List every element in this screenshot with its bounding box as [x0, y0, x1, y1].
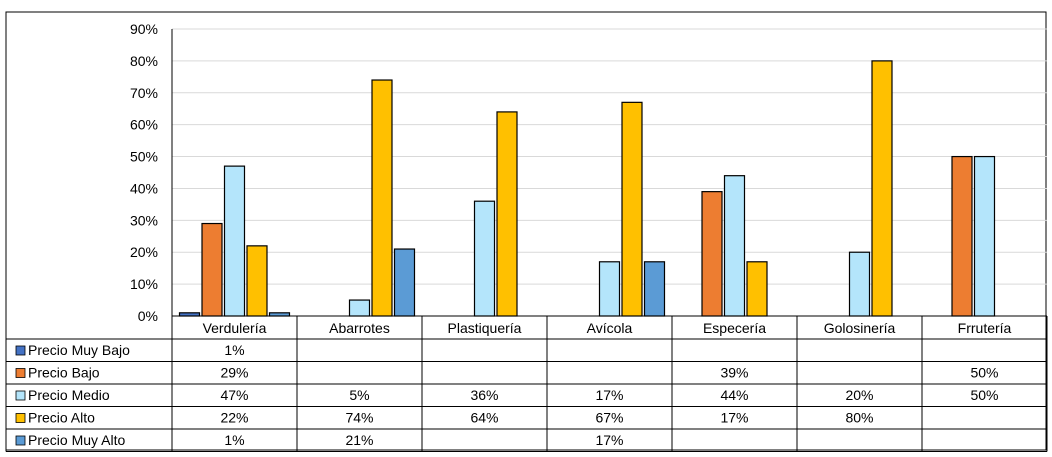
x-tick-label: Avícola	[587, 320, 633, 336]
x-tick-label: Verdulería	[203, 320, 267, 336]
data-label: 80%	[845, 410, 873, 426]
data-label: 17%	[720, 410, 748, 426]
data-label: 17%	[595, 432, 623, 448]
bar	[723, 175, 746, 317]
data-label: 50%	[970, 365, 998, 381]
data-label: 17%	[595, 387, 623, 403]
y-tick-label: 20%	[130, 244, 158, 260]
legend-key	[15, 390, 26, 401]
bar	[393, 248, 416, 317]
series-name: Precio Bajo	[28, 365, 100, 381]
bar	[746, 261, 768, 317]
legend-key	[15, 368, 26, 378]
data-label: 22%	[220, 410, 248, 426]
data-label: 39%	[720, 365, 748, 381]
bar	[246, 245, 268, 317]
bar	[871, 60, 893, 317]
data-label: 20%	[845, 387, 873, 403]
legend-key	[15, 435, 26, 446]
bars	[178, 60, 996, 317]
x-tick-label: Plastiquería	[448, 320, 522, 336]
series-name: Precio Alto	[28, 410, 95, 426]
y-tick-label: 0%	[138, 308, 158, 324]
y-tick-label: 50%	[130, 149, 158, 165]
series-name: Precio Muy Bajo	[28, 342, 130, 358]
bar	[473, 200, 496, 317]
bar	[348, 299, 371, 317]
bar	[371, 79, 393, 317]
data-label: 21%	[345, 432, 373, 448]
bar	[496, 111, 518, 317]
data-label: 29%	[220, 365, 248, 381]
data-label: 44%	[720, 387, 748, 403]
bar	[621, 101, 643, 317]
data-label: 1%	[224, 432, 244, 448]
gridlines	[171, 28, 1047, 316]
y-tick-label: 60%	[130, 117, 158, 133]
data-label: 5%	[349, 387, 369, 403]
data-label: 1%	[224, 342, 244, 358]
data-label: 47%	[220, 387, 248, 403]
bar	[701, 191, 723, 317]
data-label: 36%	[470, 387, 498, 403]
legend-key	[15, 413, 26, 423]
data-table: Verdulería Abarrotes Plastiquería Avícola Es…	[5, 315, 1048, 452]
data-label: 50%	[970, 387, 998, 403]
y-tick-label: 80%	[130, 53, 158, 69]
series-name: Precio Muy Alto	[28, 432, 125, 448]
bar	[643, 261, 666, 317]
bar	[951, 155, 973, 317]
bar	[223, 165, 246, 317]
x-tick-label: Especería	[703, 320, 766, 336]
x-tick-label: Frrutería	[958, 320, 1012, 336]
bar	[201, 222, 223, 317]
bar	[598, 261, 621, 317]
y-tick-label: 10%	[130, 276, 158, 292]
data-label: 74%	[345, 410, 373, 426]
x-tick-label: Golosinería	[824, 320, 896, 336]
bar	[973, 155, 996, 317]
bar	[848, 251, 871, 317]
y-axis-tick-labels: 0% 10% 20% 30% 40% 50% 60% 70% 80% 90%	[130, 21, 158, 324]
y-tick-label: 40%	[130, 180, 158, 196]
data-label: 67%	[595, 410, 623, 426]
y-tick-label: 30%	[130, 212, 158, 228]
y-tick-label: 70%	[130, 85, 158, 101]
legend-key	[15, 345, 26, 356]
y-tick-label: 90%	[130, 21, 158, 37]
x-tick-label: Abarrotes	[329, 320, 390, 336]
series-name: Precio Medio	[28, 387, 110, 403]
data-label: 64%	[470, 410, 498, 426]
